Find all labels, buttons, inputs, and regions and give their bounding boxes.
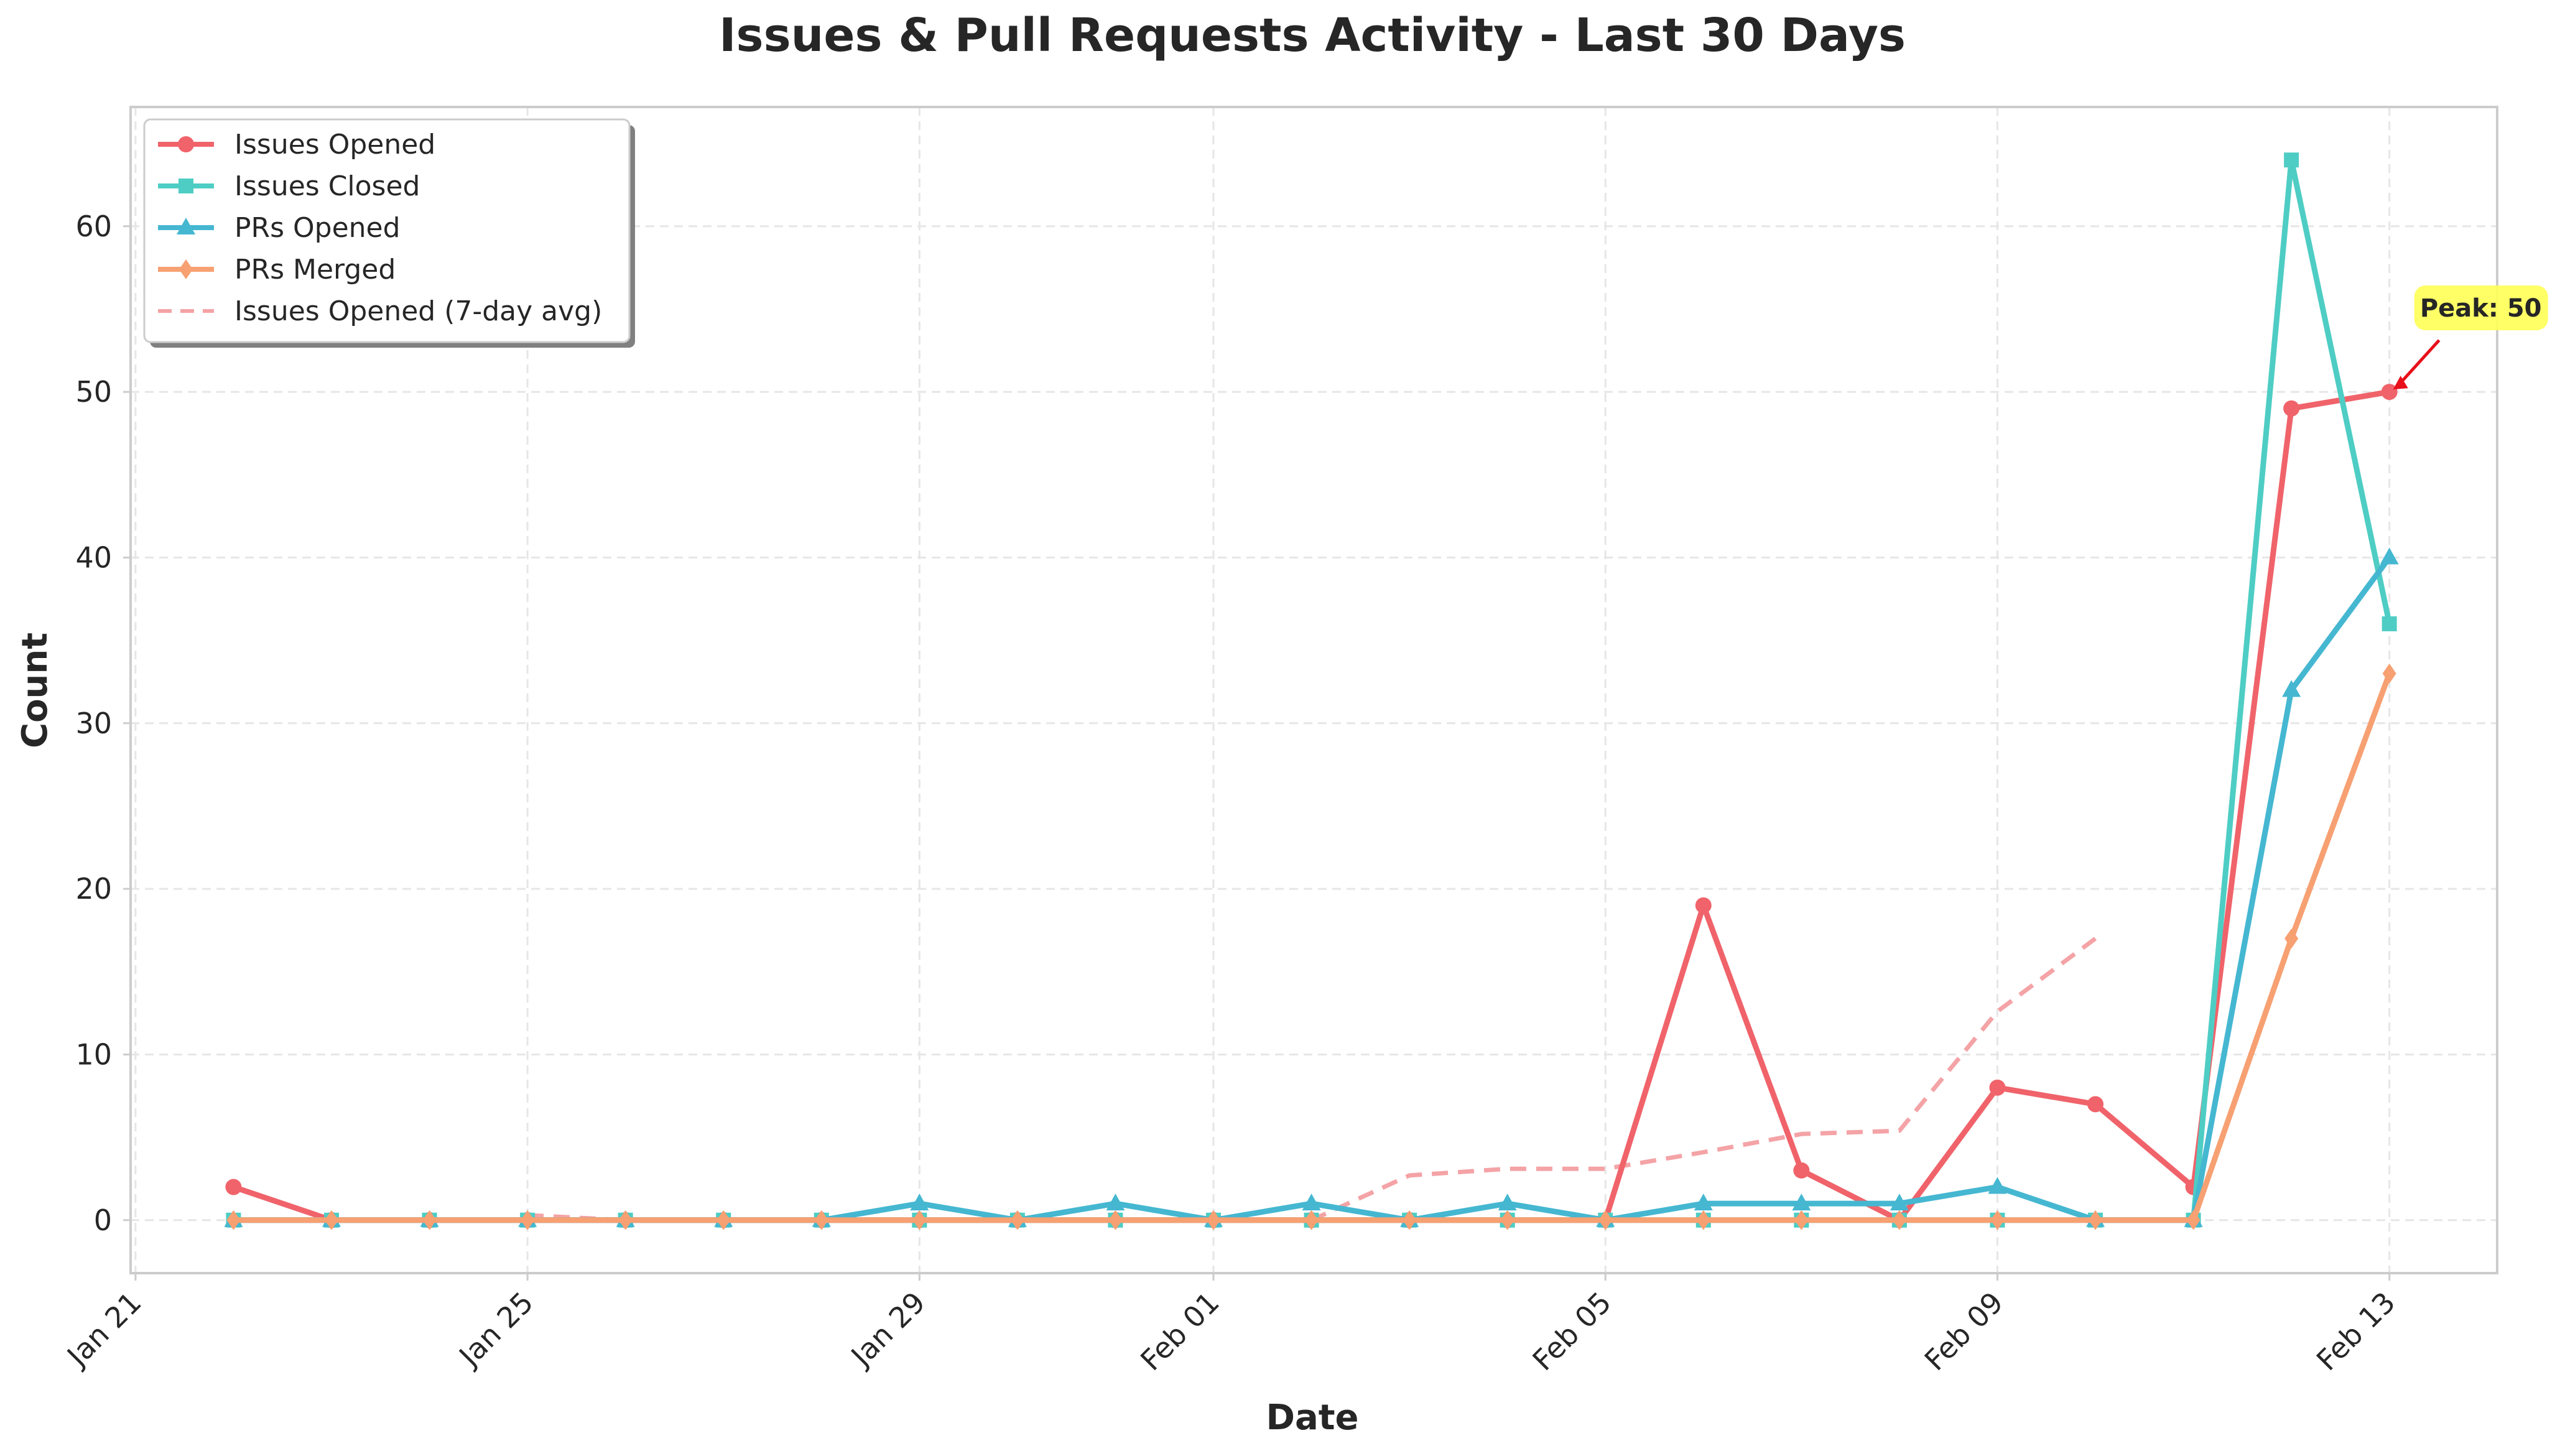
point-prs-opened — [1498, 1194, 1517, 1211]
x-tick-label: Jan 25 — [452, 1286, 540, 1374]
point-prs-merged — [1403, 1210, 1417, 1230]
legend-entry-prs-merged: PRs Merged — [158, 254, 396, 285]
point-prs-merged — [912, 1210, 927, 1230]
legend-entry-prs-opened: PRs Opened — [158, 212, 401, 244]
point-prs-merged — [1304, 1210, 1319, 1230]
point-issues-closed — [2381, 616, 2397, 631]
legend-entry-issues-opened-7-day-avg: Issues Opened (7-day avg) — [158, 295, 602, 327]
plot-frame — [129, 106, 2498, 1274]
point-issues-opened — [2381, 384, 2398, 401]
legend-entry-issues-closed: Issues Closed — [158, 170, 420, 202]
legend: Issues Opened Issues Closed PRs Opened PRs … — [143, 118, 635, 348]
y-tick-label: 60 — [75, 210, 112, 243]
point-prs-merged — [1794, 1210, 1809, 1230]
annotation-arrowhead — [2393, 376, 2408, 390]
annotation-box — [2414, 285, 2548, 330]
legend-marker — [179, 179, 193, 193]
y-tick-label: 50 — [75, 375, 112, 409]
point-issues-opened — [1695, 897, 1712, 914]
x-tick-label: Jan 21 — [59, 1286, 147, 1374]
point-prs-opened — [1694, 1194, 1713, 1211]
series-prs-merged — [226, 663, 2396, 1230]
y-tick-label: 10 — [75, 1037, 112, 1071]
point-issues-opened — [225, 1179, 242, 1195]
point-prs-merged — [2089, 1210, 2103, 1230]
point-issues-opened — [1989, 1079, 2006, 1096]
point-prs-merged — [717, 1210, 731, 1230]
point-issues-opened — [2283, 400, 2300, 417]
peak-annotation: Peak: 50 — [2393, 285, 2548, 390]
point-prs-opened — [910, 1194, 929, 1211]
point-prs-opened — [1106, 1194, 1125, 1211]
point-issues-opened — [1793, 1162, 1810, 1179]
point-prs-merged — [2284, 929, 2299, 949]
point-prs-opened — [1792, 1194, 1811, 1211]
x-tick-label: Feb 05 — [1526, 1286, 1618, 1378]
point-prs-merged — [1207, 1210, 1221, 1230]
point-prs-merged — [2186, 1210, 2201, 1230]
point-prs-opened — [1890, 1194, 1909, 1211]
point-prs-merged — [1108, 1210, 1123, 1230]
x-axis-label: Date — [1266, 1398, 1358, 1438]
point-prs-merged — [521, 1210, 535, 1230]
legend-marker — [179, 259, 193, 279]
x-tick-label: Feb 09 — [1918, 1286, 2010, 1378]
x-tick-labels: Jan 21 Jan 25 Jan 29 Feb 01 Feb 05 Feb 09 Feb … — [59, 1273, 2401, 1377]
point-prs-merged — [1696, 1210, 1710, 1230]
x-tick-label: Feb 13 — [2310, 1286, 2402, 1378]
point-prs-merged — [422, 1210, 437, 1230]
legend-marker — [178, 136, 194, 152]
series-layer — [224, 152, 2399, 1230]
y-tick-label: 20 — [75, 872, 112, 906]
legend-box — [143, 118, 631, 343]
legend-marker — [177, 218, 195, 234]
legend-label: Issues Closed — [234, 170, 420, 202]
legend-entry-issues-opened: Issues Opened — [158, 129, 435, 160]
y-tick-label: 40 — [75, 540, 112, 574]
legend-label: PRs Opened — [234, 212, 401, 244]
chart-title: Issues & Pull Requests Activity - Last 3… — [719, 9, 1906, 62]
legend-label: Issues Opened (7-day avg) — [234, 295, 602, 327]
y-axis-label: Count — [15, 633, 55, 748]
point-prs-opened — [2380, 547, 2399, 565]
point-prs-merged — [1500, 1210, 1514, 1230]
point-issues-closed — [2284, 152, 2299, 168]
point-prs-opened — [1302, 1194, 1321, 1211]
y-tick-label: 0 — [94, 1203, 112, 1237]
point-prs-opened — [2282, 680, 2301, 697]
point-prs-merged — [814, 1210, 828, 1230]
annotation-arrow — [2395, 339, 2441, 388]
point-prs-merged — [1598, 1210, 1613, 1230]
y-tick-labels: 0 10 20 30 40 50 60 — [75, 210, 131, 1237]
legend-label: Issues Opened — [234, 129, 435, 160]
point-prs-opened — [1988, 1177, 2007, 1194]
legend-label: PRs Merged — [234, 254, 396, 285]
y-tick-label: 30 — [75, 707, 112, 740]
point-prs-merged — [2382, 663, 2396, 684]
x-tick-label: Jan 29 — [843, 1286, 932, 1374]
point-prs-merged — [1892, 1210, 1906, 1230]
point-prs-merged — [226, 1210, 241, 1230]
point-issues-opened — [2087, 1096, 2104, 1113]
annotation-text: Peak: 50 — [2420, 294, 2542, 323]
point-prs-merged — [1990, 1210, 2005, 1230]
x-tick-label: Feb 01 — [1134, 1286, 1226, 1378]
point-prs-merged — [1010, 1210, 1024, 1230]
point-prs-merged — [618, 1210, 633, 1230]
point-prs-merged — [324, 1210, 338, 1230]
